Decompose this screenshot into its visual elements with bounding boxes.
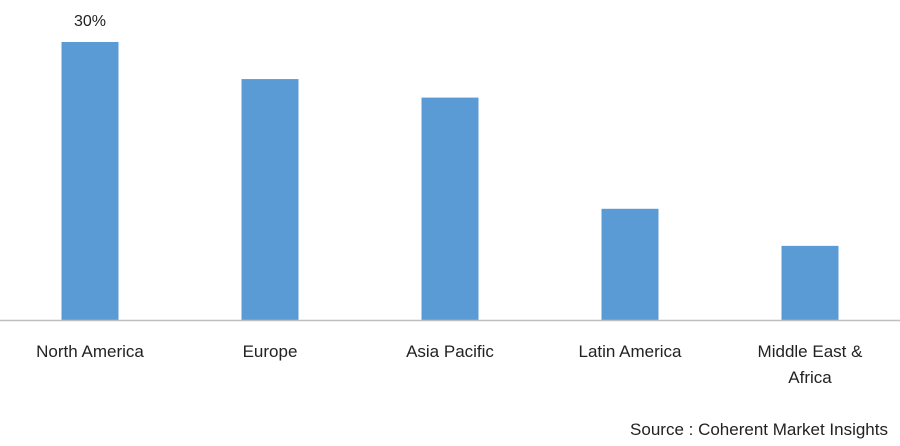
category-label-2: Asia Pacific: [406, 342, 494, 361]
category-label-line: Latin America: [579, 342, 683, 361]
category-label-0: North America: [36, 342, 144, 361]
category-label-line: Europe: [243, 342, 298, 361]
source-note: Source : Coherent Market Insights: [630, 420, 888, 439]
category-label-4: Middle East & Africa: [758, 342, 864, 387]
bar-0: [61, 42, 119, 320]
bars-group: [61, 42, 839, 320]
data-label-0: 30%: [74, 13, 106, 30]
bar-4: [781, 245, 839, 320]
category-label-line: North America: [36, 342, 144, 361]
category-label-1: Europe: [243, 342, 298, 361]
category-label-3: Latin America: [579, 342, 683, 361]
category-label-line: Africa: [788, 368, 832, 387]
bar-1: [241, 79, 299, 320]
category-label-line: Middle East &: [758, 342, 864, 361]
category-labels-group: North America Europe Asia Pacific Latin Ame…: [36, 342, 863, 387]
bar-3: [601, 208, 659, 320]
category-label-line: Asia Pacific: [406, 342, 494, 361]
bar-2: [421, 97, 479, 320]
data-labels-group: 30%: [74, 13, 106, 30]
